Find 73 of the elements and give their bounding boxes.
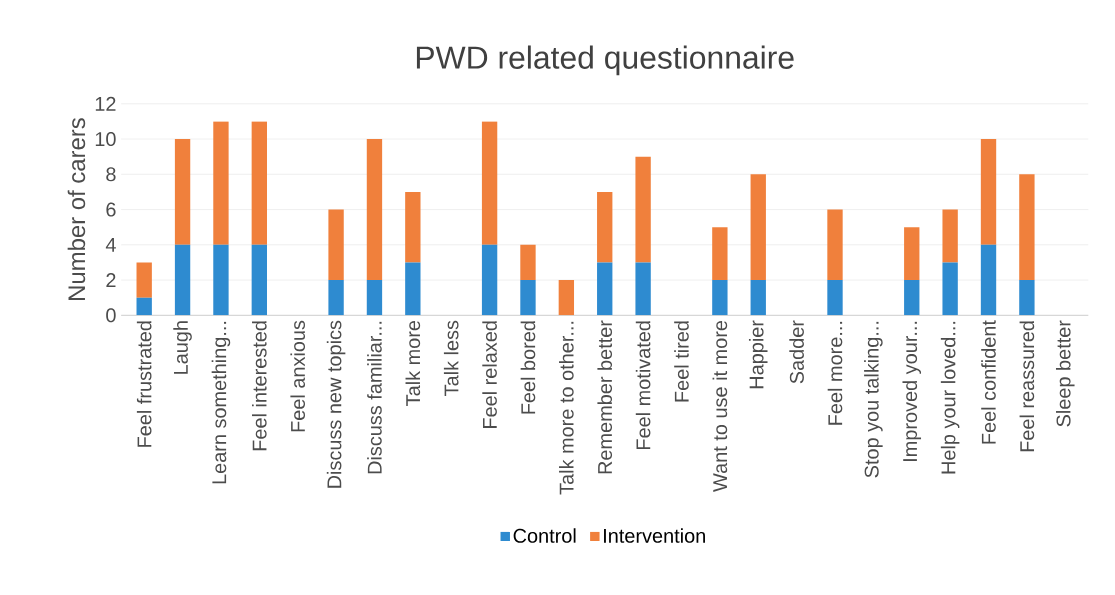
bar [251, 121, 267, 245]
bar [712, 279, 728, 316]
bar [405, 191, 421, 263]
y-tick-label: 12 [95, 96, 116, 111]
bar [635, 262, 651, 316]
y-axis-title: Number of carers [67, 118, 86, 300]
x-tick-label: Talk more to other... [559, 321, 574, 495]
x-tick-label: Sadder [789, 320, 804, 384]
x-tick-label: Learn something... [211, 321, 231, 484]
bar [520, 244, 536, 280]
x-tick-label: Want to use it more [712, 320, 728, 492]
bar [1019, 279, 1035, 316]
y-tick-label: 2 [106, 273, 116, 287]
x-tick-label: Feel tired [674, 321, 689, 402]
y-tick-label: 4 [105, 237, 116, 252]
bar [366, 279, 383, 316]
x-tick-label: Discuss new topics [326, 320, 346, 488]
x-tick-label: Improved your... [902, 321, 922, 461]
bar [520, 279, 536, 316]
bar [827, 209, 843, 280]
bar [980, 244, 997, 316]
bar [712, 227, 728, 280]
x-tick-label: Stop you talking... [864, 321, 883, 478]
x-tick-label: Feel reassured [1019, 321, 1035, 452]
bar [136, 262, 152, 298]
y-tick-label: 6 [106, 202, 116, 217]
bar [827, 279, 843, 316]
bar [213, 244, 229, 316]
bar [904, 227, 920, 280]
legend-label: Intervention [604, 528, 705, 543]
x-tick-label: Feel confident [981, 320, 996, 444]
bar [635, 156, 651, 263]
bar [942, 209, 958, 263]
x-tick-label: Feel more... [827, 321, 843, 425]
bar [750, 279, 766, 316]
x-tick-label: Help your loved... [940, 321, 960, 474]
legend-label: Control [513, 528, 576, 543]
x-tick-label: Feel frustrated [136, 321, 152, 447]
x-tick-label: Feel bored [520, 321, 536, 414]
bar [597, 262, 613, 316]
x-tick-label: Feel interested [252, 321, 267, 451]
bar [558, 279, 575, 316]
bar [597, 191, 613, 263]
x-tick-label: Feel anxious [290, 320, 306, 432]
bar [174, 244, 191, 316]
bar [750, 174, 766, 280]
x-tick-label: Sleep better [1055, 320, 1075, 427]
y-tick-label: 8 [106, 167, 116, 182]
bar [980, 138, 997, 245]
x-tick-label: Discuss familiar... [367, 321, 382, 474]
bar [481, 244, 498, 316]
bar [904, 279, 920, 316]
bar [328, 209, 344, 280]
bar [328, 279, 344, 316]
x-tick-label: Feel motivated [635, 321, 651, 449]
bar [251, 244, 267, 316]
bar [174, 138, 191, 245]
x-tick-label: Feel relaxed [482, 321, 497, 428]
bar [942, 262, 958, 316]
y-tick-label: 10 [95, 131, 116, 146]
x-tick-label: Laugh [173, 321, 192, 374]
bar [1019, 174, 1035, 280]
x-tick-label: Talk more [405, 320, 421, 406]
bar [405, 262, 421, 316]
chart-title: PWD related questionnaire [416, 45, 794, 76]
x-tick-label: Happier [748, 320, 768, 389]
y-tick-label: 0 [106, 308, 116, 323]
x-tick-label: Remember better [597, 320, 613, 474]
bar [366, 138, 383, 280]
bar [213, 121, 229, 245]
bar [481, 121, 498, 245]
x-tick-label: Talk less [443, 320, 459, 396]
bar [136, 297, 152, 316]
